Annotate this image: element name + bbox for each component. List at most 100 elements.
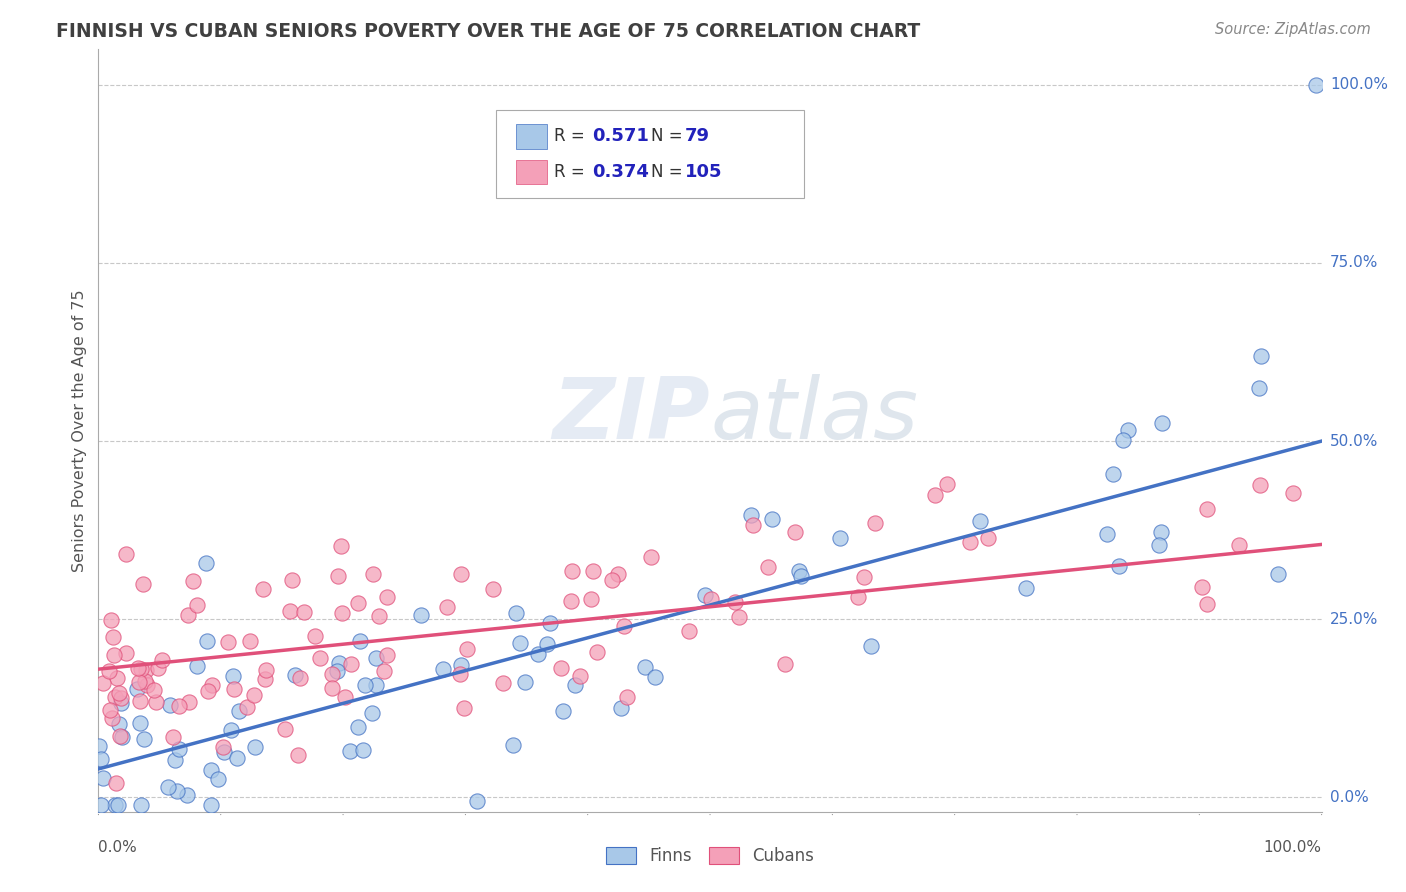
Point [135, 664, 157, 678]
Point [600, 574, 623, 588]
Point [436, 600, 458, 615]
Point [129, 694, 152, 708]
Text: 79: 79 [685, 128, 710, 145]
Point [107, 797, 129, 812]
Point [186, 599, 208, 613]
Point [176, 788, 198, 802]
Point [166, 784, 188, 798]
Point [111, 730, 134, 744]
Point [959, 535, 981, 549]
Point [361, 706, 384, 720]
Point [1191, 580, 1213, 594]
Point [98, 703, 121, 717]
Point [347, 720, 370, 734]
Text: R =: R = [554, 128, 591, 145]
Point [201, 678, 224, 692]
Point [368, 609, 391, 624]
Point [564, 678, 586, 692]
Text: 105: 105 [685, 163, 723, 181]
Text: 75.0%: 75.0% [1330, 255, 1378, 270]
Point [1095, 526, 1118, 541]
Point [125, 682, 148, 697]
Point [181, 574, 204, 589]
Point [1305, 78, 1327, 92]
Point [640, 550, 662, 565]
Point [449, 666, 471, 681]
Point [100, 613, 122, 627]
Point [163, 753, 186, 767]
Text: 0.571: 0.571 [592, 128, 648, 145]
Text: Source: ZipAtlas.com: Source: ZipAtlas.com [1215, 22, 1371, 37]
Point [330, 606, 353, 620]
Point [976, 532, 998, 546]
Text: 0.374: 0.374 [592, 163, 648, 181]
Point [1101, 467, 1123, 482]
Point [273, 723, 295, 737]
Point [129, 797, 152, 812]
Point [505, 607, 527, 621]
Text: 25.0%: 25.0% [1330, 612, 1378, 627]
Text: 50.0%: 50.0% [1330, 434, 1378, 449]
Point [131, 662, 153, 676]
Point [333, 690, 356, 704]
Text: ZIP: ZIP [553, 374, 710, 457]
Point [91, 675, 114, 690]
Point [723, 594, 745, 608]
Point [242, 688, 264, 702]
Point [224, 682, 246, 697]
Point [284, 668, 307, 682]
Point [700, 592, 723, 607]
Point [328, 569, 350, 583]
Text: 100.0%: 100.0% [1330, 78, 1388, 92]
Point [1116, 423, 1139, 437]
Point [105, 671, 128, 685]
Point [693, 588, 716, 602]
Point [132, 732, 155, 747]
Point [195, 634, 218, 648]
Point [740, 508, 762, 522]
Point [87, 739, 110, 754]
Point [104, 797, 127, 812]
Point [502, 738, 524, 752]
Point [787, 565, 810, 579]
Point [143, 683, 166, 698]
Point [195, 556, 218, 570]
Text: 0.0%: 0.0% [1330, 790, 1368, 805]
Point [212, 739, 235, 754]
Point [91, 771, 114, 785]
Point [375, 648, 398, 663]
Point [150, 653, 173, 667]
Point [1147, 538, 1170, 552]
Point [859, 640, 882, 654]
Point [167, 699, 190, 714]
Point [104, 776, 127, 790]
Point [222, 669, 245, 683]
Point [243, 740, 266, 755]
Point [339, 744, 361, 758]
Point [176, 607, 198, 622]
Point [134, 673, 156, 688]
Point [579, 591, 602, 606]
Point [606, 566, 628, 581]
Point [1229, 538, 1251, 552]
Point [366, 678, 388, 692]
Point [790, 569, 813, 583]
Point [616, 690, 638, 704]
Point [353, 678, 375, 692]
Point [101, 711, 124, 725]
Point [159, 698, 181, 712]
Point [97, 664, 120, 678]
Point [1152, 416, 1174, 430]
Point [321, 667, 343, 681]
Point [107, 716, 129, 731]
Point [969, 514, 991, 528]
Point [110, 691, 132, 706]
Point [304, 629, 326, 643]
Point [482, 582, 505, 596]
Point [935, 476, 957, 491]
Point [329, 539, 352, 553]
Point [186, 658, 208, 673]
Point [586, 644, 609, 658]
Point [375, 591, 398, 605]
Point [492, 675, 515, 690]
